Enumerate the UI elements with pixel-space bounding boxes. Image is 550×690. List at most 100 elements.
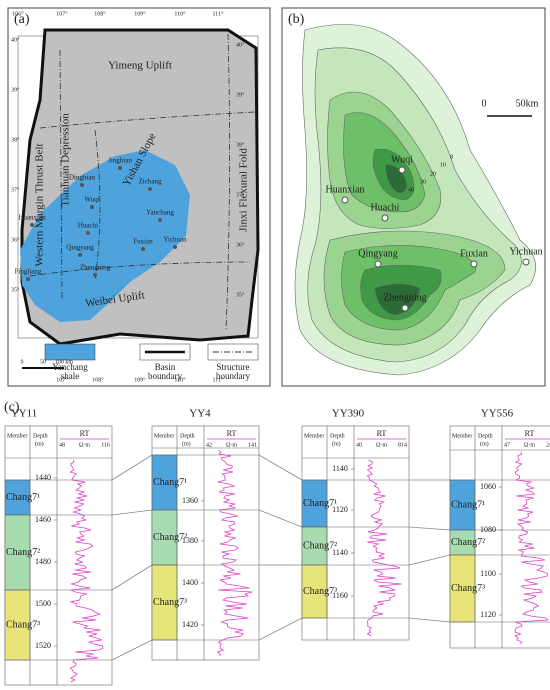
panel-label: (c)	[4, 400, 20, 415]
member-fill	[449, 529, 476, 556]
shale-area	[20, 150, 190, 322]
legend-label: Yanchang shale	[52, 362, 88, 381]
well-name: YY11	[11, 408, 37, 420]
rt-curve	[69, 459, 104, 683]
rt-min: 48	[59, 442, 65, 448]
depth-label: 1120	[332, 505, 348, 514]
lat-label: 37°	[236, 191, 245, 198]
well-name: YY390	[332, 408, 365, 420]
lon-label: 109°	[134, 10, 146, 17]
city-label: Fuxian	[460, 248, 488, 259]
city-dot	[173, 245, 177, 249]
correlation-line	[111, 564, 153, 591]
city-label: Wuqi	[84, 196, 99, 204]
scale-label: 50km	[516, 98, 539, 109]
contour-label: 20	[430, 171, 436, 177]
member-label: Chang7¹	[6, 492, 40, 503]
legend-label: Basin boundary	[148, 362, 182, 381]
depth-label: 1420	[182, 620, 198, 629]
header-rt: RT	[377, 429, 387, 438]
rt-min: 42	[206, 442, 212, 448]
rt-unit: Ω·m	[376, 442, 387, 448]
lon-label: 106°	[12, 10, 24, 17]
region-label: Western Margin Thrust Belt	[34, 143, 46, 266]
header-depth-unit: (m)	[480, 440, 489, 447]
header-depth-unit: (m)	[35, 440, 44, 447]
city-dot	[341, 196, 349, 204]
correlation-line	[408, 617, 451, 623]
panel-label: (b)	[288, 12, 305, 27]
header-depth: Depth	[180, 433, 195, 439]
legend-a	[22, 343, 259, 369]
depth-label: 1400	[182, 578, 198, 587]
scale-label: 100 km	[55, 359, 74, 365]
lat-label: 38°	[11, 136, 20, 143]
lon-label: 108°	[94, 10, 106, 17]
city-label: Huachi	[371, 202, 400, 213]
city-dot	[30, 223, 34, 227]
lat-label: 35°	[11, 286, 20, 293]
rt-max: 246	[546, 442, 550, 448]
header-depth-unit: (m)	[332, 440, 341, 447]
header-rt: RT	[525, 429, 535, 438]
depth-label: 1140	[332, 548, 348, 557]
city-dot	[86, 231, 90, 235]
depth-label: 1520	[35, 641, 51, 650]
lon-label: 110°	[174, 10, 186, 17]
city-dot	[141, 247, 145, 251]
header-member: Member	[7, 433, 27, 439]
thickness-contours	[294, 24, 536, 376]
city-label: Yichuan	[509, 246, 542, 257]
header-member: Member	[452, 433, 472, 439]
city-dot	[470, 260, 478, 268]
city-dot	[78, 253, 82, 257]
lat-label: 40°	[236, 41, 245, 48]
rt-curve	[514, 451, 549, 645]
header-depth: Depth	[330, 433, 345, 439]
lat-label: 35°	[236, 291, 245, 298]
correlation-line	[111, 639, 153, 661]
contour-label: 10	[440, 162, 446, 168]
city-label: Pingliang	[15, 268, 42, 276]
city-dot	[93, 273, 97, 277]
rt-unit: Ω·m	[226, 442, 237, 448]
lon-label: 110°	[174, 376, 186, 383]
rt-max: 116	[101, 442, 110, 448]
member-label: Chang7²	[451, 537, 485, 548]
rt-min: 40	[356, 442, 362, 448]
member-fill	[449, 554, 476, 623]
legend-label: Structure boundary	[216, 362, 250, 381]
member-label: Chang7¹	[303, 498, 337, 509]
lon-label: 111°	[213, 376, 225, 383]
contour-label: 40	[408, 187, 414, 193]
city-label: Yichuan	[163, 236, 187, 244]
city-dot	[118, 166, 122, 170]
depth-label: 1460	[35, 515, 51, 524]
city-label: Yanchang	[146, 209, 174, 217]
member-fill	[151, 454, 178, 511]
lat-label: 39°	[11, 86, 20, 93]
depth-label: 1080	[480, 525, 496, 534]
member-label: Chang7³	[451, 583, 485, 594]
header-depth-unit: (m)	[182, 440, 191, 447]
depth-label: 1440	[35, 473, 51, 482]
city-label: Huachi	[78, 222, 98, 230]
member-label: Chang7²	[6, 547, 40, 558]
region-label: Jinxi Flexural Fold	[238, 148, 250, 232]
structure-boundaries	[29, 33, 257, 331]
correlation-line	[111, 454, 153, 481]
scale-label: 0	[21, 359, 24, 365]
depth-label: 1160	[332, 591, 348, 600]
member-label: Chang7¹	[153, 477, 187, 488]
lat-label: 36°	[236, 241, 245, 248]
city-label: Dingbian	[69, 174, 96, 182]
header-depth: Depth	[478, 433, 493, 439]
well-name: YY4	[189, 408, 211, 420]
region-label: Tianhuan Depression	[60, 113, 72, 207]
depth-label: 1380	[182, 536, 198, 545]
lat-label: 40°	[11, 36, 20, 43]
member-label: Chang7³	[303, 586, 337, 597]
rt-curve	[366, 459, 402, 637]
depth-label: 1500	[35, 599, 51, 608]
region-label: Yimeng Uplift	[108, 60, 172, 72]
